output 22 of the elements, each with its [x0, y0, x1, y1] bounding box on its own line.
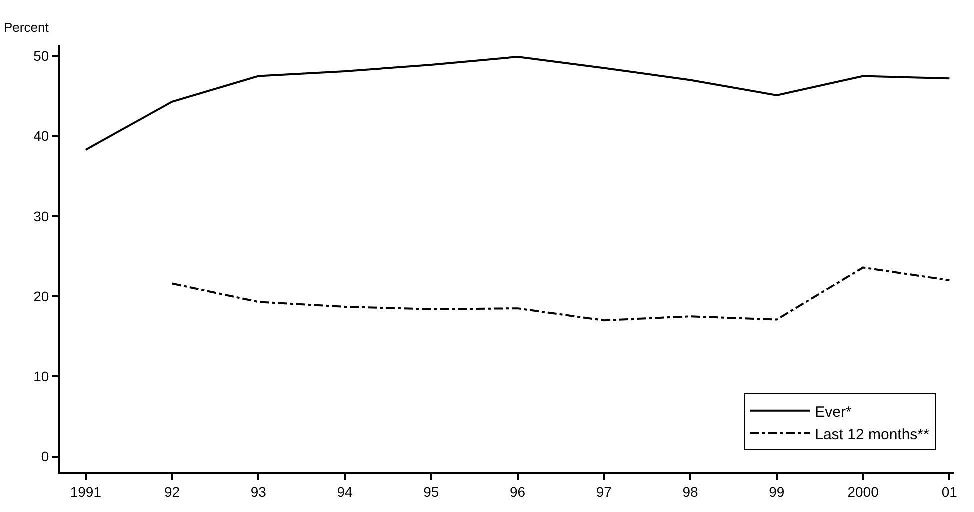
x-tick-label: 99 — [769, 484, 785, 500]
x-tick-label: 98 — [682, 484, 699, 500]
y-axis-title: Percent — [4, 20, 50, 35]
x-tick-label: 97 — [596, 484, 612, 500]
x-tick-label: 01 — [942, 484, 958, 500]
x-tick-label: 95 — [424, 484, 440, 500]
line-series — [171, 266, 951, 322]
legend-label: Ever* — [815, 404, 852, 421]
y-tick-label: 20 — [34, 288, 50, 304]
x-tick-label: 2000 — [848, 484, 880, 500]
y-tick-label: 40 — [34, 128, 50, 144]
x-tick-label: 96 — [510, 484, 526, 500]
y-tick-label: 10 — [34, 368, 50, 385]
x-tick-label: 93 — [250, 484, 267, 500]
legend-label: Last 12 months** — [815, 426, 930, 444]
y-tick-label: 0 — [41, 448, 50, 465]
y-tick-label: 50 — [34, 48, 50, 64]
x-tick-label: 92 — [164, 484, 180, 500]
x-tick-label: 1991 — [70, 484, 102, 500]
y-tick-label: 30 — [34, 208, 50, 224]
x-tick-label: 94 — [337, 484, 354, 500]
line-series — [84, 56, 951, 151]
